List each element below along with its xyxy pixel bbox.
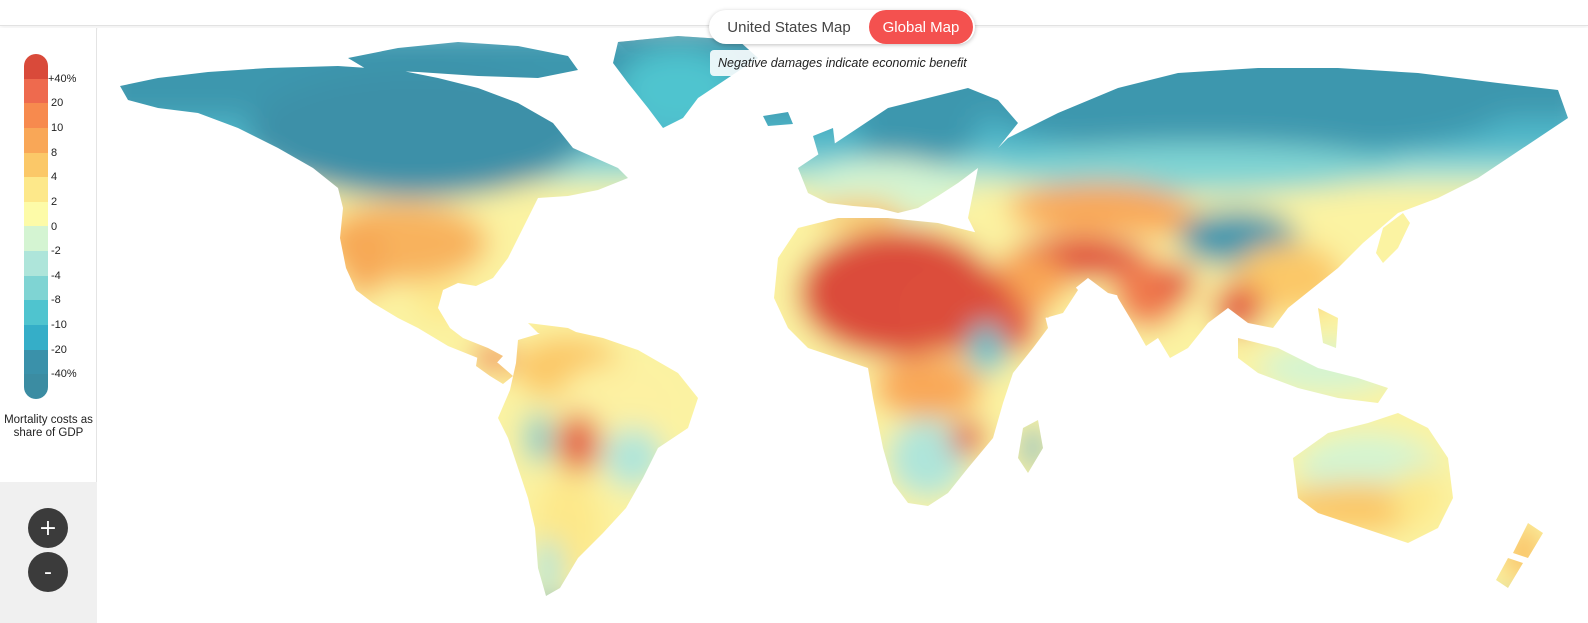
- legend-swatch: [24, 300, 48, 326]
- legend-swatch: [24, 275, 48, 301]
- legend-label: 8: [51, 146, 58, 159]
- legend-color-bar: [24, 54, 48, 399]
- legend-label: 20: [51, 97, 64, 110]
- legend-label: -40%: [51, 368, 77, 381]
- global-map-button[interactable]: Global Map: [869, 10, 973, 44]
- map-toggle: United States Map Global Map: [709, 10, 975, 44]
- legend-label: 4: [51, 171, 58, 184]
- legend-title: Mortality costs as share of GDP: [4, 414, 93, 439]
- zoom-out-button[interactable]: -: [28, 552, 68, 592]
- map-note: Negative damages indicate economic benef…: [710, 50, 975, 76]
- legend-swatch: [24, 325, 48, 350]
- legend-label: +40%: [48, 72, 77, 85]
- legend-label: 0: [51, 220, 58, 233]
- legend-label: -10: [51, 319, 67, 332]
- legend-swatch: [24, 201, 48, 227]
- legend-swatch: [24, 177, 48, 202]
- world-map-svg: [98, 28, 1588, 623]
- zoom-panel: + -: [0, 482, 97, 623]
- world-map[interactable]: [98, 28, 1588, 623]
- legend-swatch: [24, 374, 48, 399]
- legend-label: -2: [51, 245, 61, 258]
- legend-swatch: [24, 127, 48, 153]
- legend-swatch: [24, 226, 48, 252]
- legend-label: 2: [51, 195, 58, 208]
- legend-label: -4: [51, 269, 61, 282]
- legend-sidebar: +40% 20 10 8 4 2 0 -2 -4 -8 -10 -20 -40% Mortality c…: [0, 28, 97, 623]
- legend-swatch: [24, 152, 48, 178]
- zoom-in-button[interactable]: +: [28, 508, 68, 548]
- united-states-map-button[interactable]: United States Map: [727, 18, 851, 36]
- legend-label: -20: [51, 343, 67, 356]
- legend-label: 10: [51, 121, 64, 134]
- legend-swatch: [24, 54, 48, 79]
- legend-label: -8: [51, 294, 61, 307]
- legend-swatch: [24, 251, 48, 276]
- legend-swatch: [24, 78, 48, 104]
- legend-labels: +40% 20 10 8 4 2 0 -2 -4 -8 -10 -20 -40%: [48, 54, 93, 399]
- legend-swatch: [24, 349, 48, 375]
- legend-swatch: [24, 103, 48, 128]
